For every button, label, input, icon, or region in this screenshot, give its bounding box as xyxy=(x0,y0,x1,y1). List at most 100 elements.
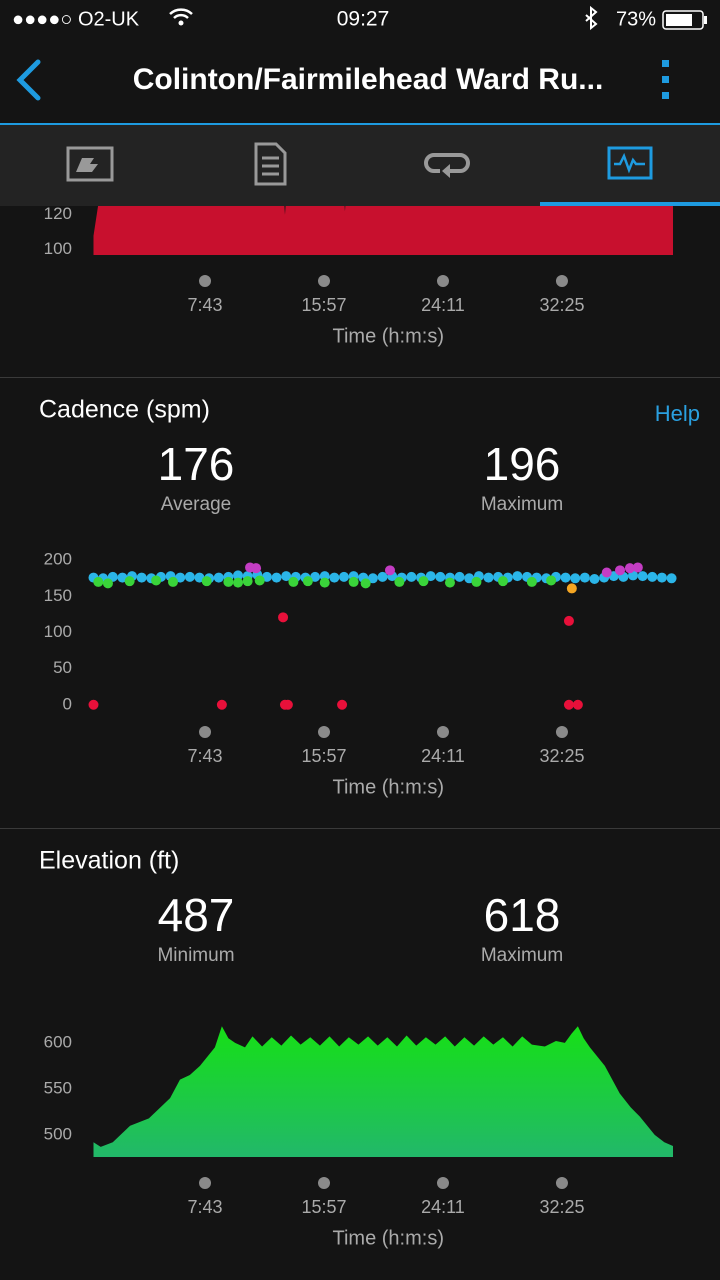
stat-value: 618 xyxy=(484,889,561,941)
point xyxy=(377,571,388,582)
stat-value: 196 xyxy=(484,438,561,490)
point xyxy=(310,571,321,582)
stat-label: Maximum xyxy=(481,494,563,515)
point xyxy=(348,576,359,587)
x-tick-mark xyxy=(436,726,449,738)
content: Cadence (spm) Help 176 Average 196 Maxim… xyxy=(0,162,720,1249)
point xyxy=(425,571,436,582)
clock: 09:27 xyxy=(337,8,390,31)
point xyxy=(167,576,178,587)
section-title: Cadence (spm) xyxy=(39,396,210,424)
x-tick-mark xyxy=(436,275,449,287)
x-tick-mark xyxy=(317,275,330,287)
x-tick-mark xyxy=(317,726,330,738)
point xyxy=(281,571,292,582)
tab-details[interactable] xyxy=(254,142,287,186)
active-tab-indicator xyxy=(540,202,720,206)
x-tick-label: 15:57 xyxy=(301,1197,346,1217)
x-tick-mark xyxy=(555,275,568,287)
point xyxy=(454,571,465,582)
point xyxy=(102,578,113,589)
point xyxy=(526,576,537,587)
point xyxy=(288,576,299,587)
menu-button[interactable] xyxy=(662,60,669,99)
x-tick-mark xyxy=(317,1177,330,1189)
point xyxy=(360,578,371,589)
top-bar: ●●●●○ O2-UK 09:27 73% Colinton/Fairmileh… xyxy=(0,0,720,206)
point xyxy=(560,572,571,583)
x-tick-label: 32:25 xyxy=(539,1197,584,1217)
wifi-icon xyxy=(169,8,193,19)
x-tick-label: 7:43 xyxy=(187,295,222,315)
header-background xyxy=(0,0,720,124)
y-tick-label: 120 xyxy=(44,204,72,223)
x-tick-mark xyxy=(199,275,212,287)
point xyxy=(589,574,600,585)
help-link[interactable]: Help xyxy=(655,401,700,426)
x-tick-mark xyxy=(555,726,568,738)
y-tick-label: 100 xyxy=(44,239,72,258)
point xyxy=(175,572,186,583)
x-tick-label: 15:57 xyxy=(301,295,346,315)
point xyxy=(233,577,244,588)
x-axis-title: Time (h:m:s) xyxy=(333,325,444,347)
tab-laps[interactable] xyxy=(424,153,470,178)
point xyxy=(483,572,494,583)
carrier: ●●●●○ O2-UK xyxy=(12,8,140,30)
point xyxy=(278,612,289,623)
tab-charts[interactable] xyxy=(607,146,653,180)
point xyxy=(93,576,104,587)
battery-icon xyxy=(662,10,704,30)
x-tick-label: 24:11 xyxy=(421,1197,465,1217)
y-tick-label: 100 xyxy=(44,622,72,641)
point xyxy=(563,699,574,710)
stat-label: Average xyxy=(161,494,231,515)
area xyxy=(93,1026,673,1157)
point xyxy=(223,576,234,587)
point xyxy=(406,571,417,582)
x-tick-label: 7:43 xyxy=(187,746,222,766)
point xyxy=(282,699,293,710)
point xyxy=(367,573,378,584)
y-tick-label: 0 xyxy=(63,694,72,713)
y-tick-label: 600 xyxy=(44,1032,72,1051)
point xyxy=(566,583,577,594)
point xyxy=(563,615,574,626)
point xyxy=(570,573,581,584)
x-tick-label: 15:57 xyxy=(301,746,346,766)
stat-value: 176 xyxy=(158,438,235,490)
point xyxy=(233,570,244,581)
tab-map[interactable] xyxy=(66,146,114,182)
point xyxy=(579,572,590,583)
point xyxy=(647,571,658,582)
x-tick-mark xyxy=(555,1177,568,1189)
x-tick-mark xyxy=(436,1177,449,1189)
point xyxy=(546,575,557,586)
point xyxy=(337,699,348,710)
point xyxy=(637,571,648,582)
x-tick-mark xyxy=(199,726,212,738)
point xyxy=(656,572,667,583)
point xyxy=(512,571,523,582)
bluetooth-icon xyxy=(585,5,598,31)
x-tick-label: 32:25 xyxy=(539,295,584,315)
battery-icon xyxy=(666,14,692,26)
x-tick-label: 24:11 xyxy=(421,746,465,766)
x-tick-label: 24:11 xyxy=(421,295,465,315)
y-tick-label: 500 xyxy=(44,1124,72,1143)
stat-label: Minimum xyxy=(157,945,234,966)
y-tick-label: 150 xyxy=(44,586,72,605)
x-tick-mark xyxy=(199,1177,212,1189)
battery-level: 73% xyxy=(616,8,656,30)
wifi-icon xyxy=(178,20,184,26)
back-button[interactable] xyxy=(16,59,41,101)
point xyxy=(254,575,265,586)
point xyxy=(471,576,482,587)
battery-icon xyxy=(704,16,707,24)
point xyxy=(302,576,313,587)
stat-value: 487 xyxy=(158,889,235,941)
point xyxy=(384,565,395,576)
point xyxy=(418,576,429,587)
